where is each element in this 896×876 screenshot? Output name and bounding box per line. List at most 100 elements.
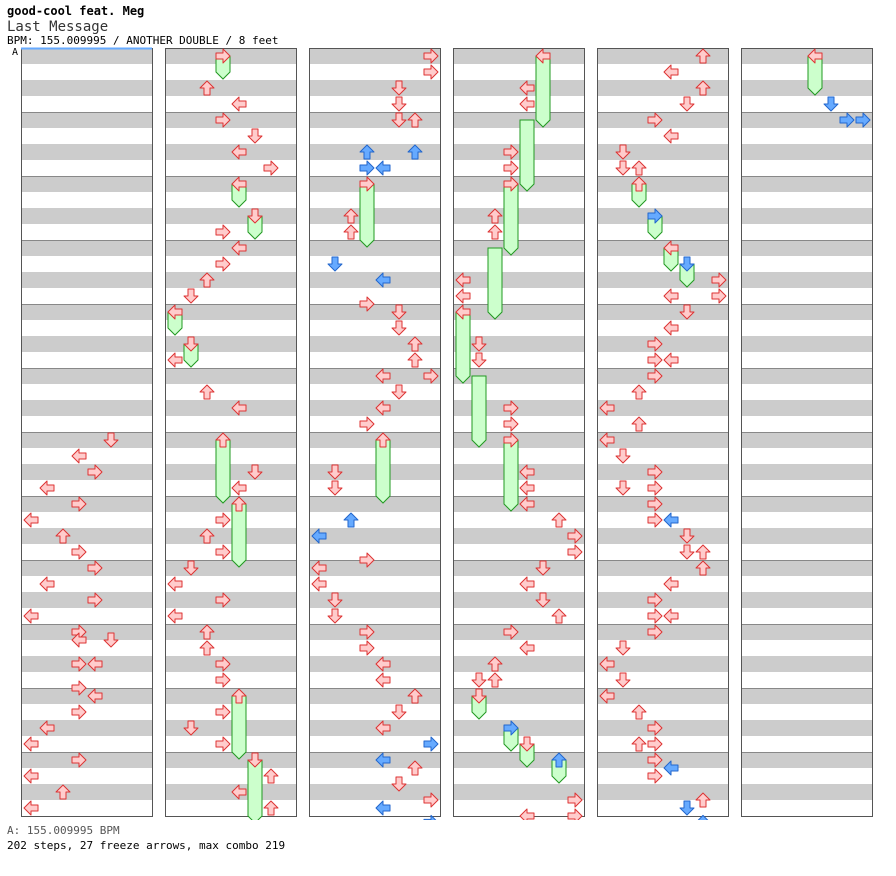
beat-stripe: [165, 688, 296, 704]
beat-stripe: [165, 80, 296, 96]
step-arrow-up: [695, 560, 711, 576]
step-arrow-left: [231, 400, 247, 416]
step-arrow-right: [647, 368, 663, 384]
freeze-arrow: [247, 759, 263, 820]
beat-stripe: [741, 656, 872, 672]
beat-stripe: [597, 160, 728, 176]
beat-stripe: [21, 432, 152, 448]
step-arrow-left: [375, 160, 391, 176]
step-arrow-right: [503, 160, 519, 176]
step-arrow-left: [231, 240, 247, 256]
beat-stripe: [309, 672, 440, 688]
step-arrow-down: [183, 720, 199, 736]
step-arrow-right: [503, 432, 519, 448]
beat-stripe: [309, 464, 440, 480]
step-arrow-left: [167, 608, 183, 624]
beat-stripe: [309, 592, 440, 608]
beat-stripe: [309, 272, 440, 288]
beat-stripe: [309, 128, 440, 144]
step-arrow-right: [503, 624, 519, 640]
beat-stripe: [21, 128, 152, 144]
step-arrow-down: [183, 336, 199, 352]
step-arrow-left: [231, 144, 247, 160]
step-arrow-up: [487, 208, 503, 224]
beat-stripe: [741, 608, 872, 624]
step-arrow-left: [455, 272, 471, 288]
step-arrow-left: [599, 656, 615, 672]
beat-stripe: [21, 368, 152, 384]
step-arrow-up: [631, 176, 647, 192]
freeze-arrow: [359, 183, 375, 248]
step-arrow-right: [71, 680, 87, 696]
step-arrow-down: [615, 480, 631, 496]
step-arrow-down: [247, 464, 263, 480]
beat-stripe: [309, 768, 440, 784]
beat-stripe: [597, 800, 728, 816]
beat-stripe: [309, 112, 440, 128]
step-arrow-down: [391, 776, 407, 792]
beat-stripe: [165, 400, 296, 416]
step-arrow-up: [199, 624, 215, 640]
step-arrow-up: [631, 416, 647, 432]
beat-stripe: [165, 640, 296, 656]
beat-stripe: [165, 160, 296, 176]
beat-stripe: [309, 48, 440, 64]
step-arrow-up: [695, 80, 711, 96]
beat-stripe: [453, 512, 584, 528]
beat-stripe: [21, 480, 152, 496]
freeze-arrow: [455, 311, 471, 384]
step-arrow-up: [631, 384, 647, 400]
step-arrow-left: [39, 720, 55, 736]
step-arrow-down: [327, 592, 343, 608]
beat-stripe: [741, 512, 872, 528]
beat-stripe: [597, 784, 728, 800]
beat-stripe: [741, 528, 872, 544]
beat-stripe: [597, 96, 728, 112]
beat-stripe: [453, 656, 584, 672]
beat-stripe: [741, 448, 872, 464]
beat-stripe: [741, 768, 872, 784]
beat-stripe: [597, 448, 728, 464]
step-arrow-up: [631, 736, 647, 752]
step-arrow-right: [215, 672, 231, 688]
step-arrow-right: [647, 736, 663, 752]
step-arrow-left: [663, 576, 679, 592]
step-arrow-left: [311, 576, 327, 592]
step-arrow-left: [39, 480, 55, 496]
step-arrow-down: [183, 560, 199, 576]
step-arrow-down: [327, 256, 343, 272]
beat-stripe: [165, 144, 296, 160]
beat-stripe: [309, 400, 440, 416]
beat-stripe: [741, 720, 872, 736]
freeze-arrow: [231, 503, 247, 568]
step-arrow-right: [647, 352, 663, 368]
beat-stripe: [741, 112, 872, 128]
step-arrow-down: [679, 304, 695, 320]
step-arrow-left: [87, 656, 103, 672]
step-arrow-down: [327, 464, 343, 480]
beat-stripe: [597, 320, 728, 336]
step-arrow-right: [359, 624, 375, 640]
step-arrow-down: [391, 112, 407, 128]
step-arrow-left: [167, 304, 183, 320]
step-arrow-left: [663, 240, 679, 256]
step-arrow-up: [487, 656, 503, 672]
beat-stripe: [597, 688, 728, 704]
beat-stripe: [741, 560, 872, 576]
beat-stripe: [453, 64, 584, 80]
step-arrow-right: [503, 400, 519, 416]
beat-stripe: [453, 112, 584, 128]
step-arrow-right: [567, 808, 583, 820]
beat-stripe: [453, 800, 584, 816]
beat-stripe: [21, 336, 152, 352]
beat-stripe: [741, 64, 872, 80]
beat-stripe: [309, 736, 440, 752]
beat-stripe: [597, 256, 728, 272]
step-arrow-right: [567, 544, 583, 560]
step-arrow-down: [247, 752, 263, 768]
step-arrow-left: [23, 800, 39, 816]
beat-stripe: [21, 592, 152, 608]
beat-stripe: [453, 592, 584, 608]
beat-stripe: [741, 288, 872, 304]
beat-stripe: [165, 496, 296, 512]
